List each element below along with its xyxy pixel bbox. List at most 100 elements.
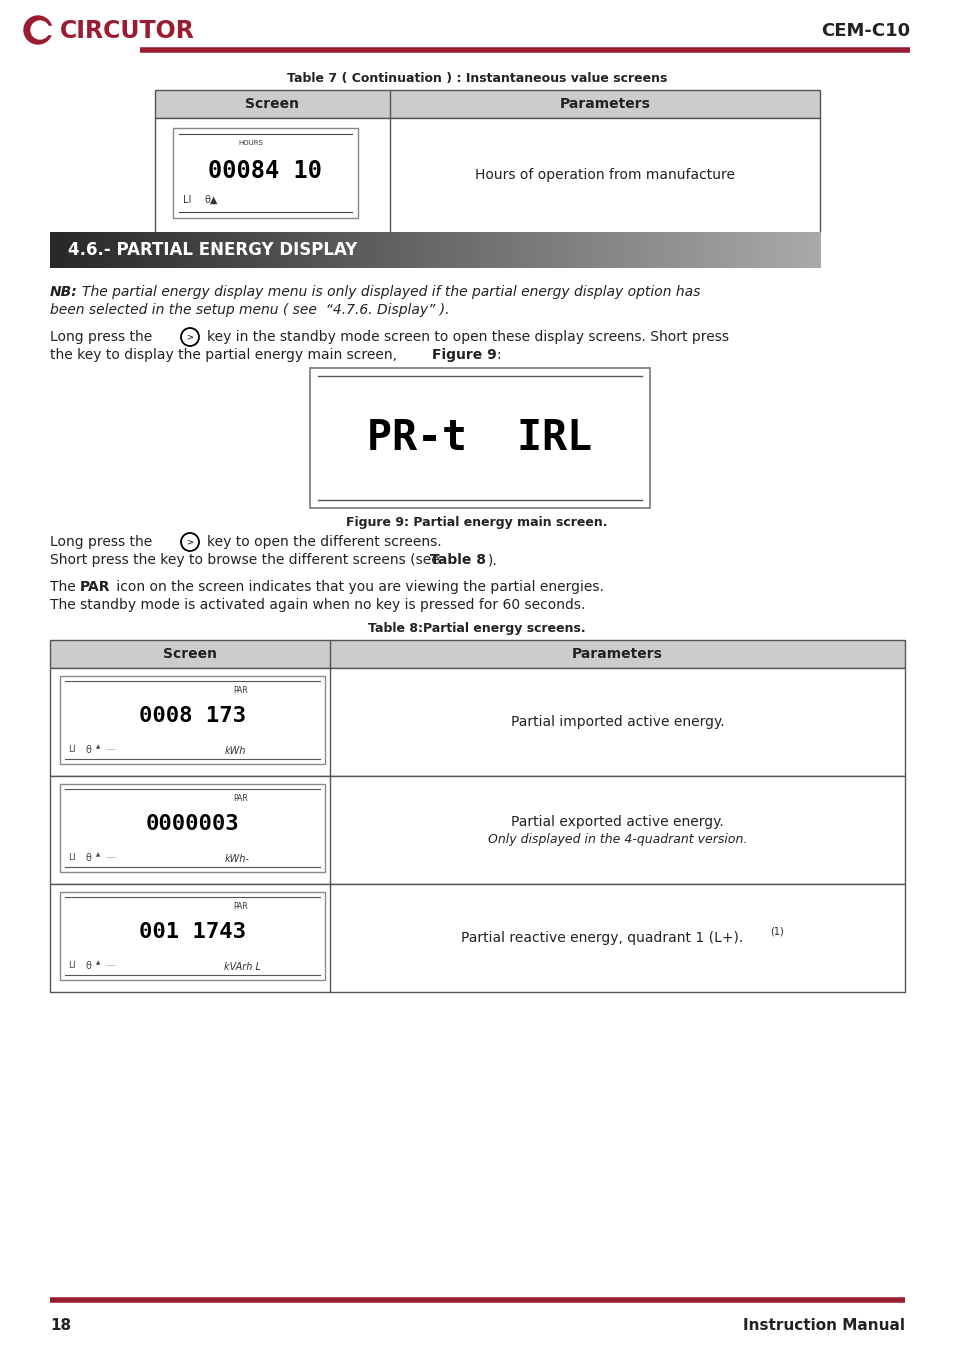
Bar: [463, 232, 466, 269]
Bar: [109, 232, 112, 269]
Bar: [198, 232, 202, 269]
Bar: [154, 117, 820, 234]
Bar: [753, 232, 756, 269]
Text: >: >: [186, 332, 193, 342]
Bar: [653, 232, 656, 269]
Bar: [498, 232, 502, 269]
Bar: [310, 369, 649, 508]
Bar: [586, 232, 589, 269]
Bar: [576, 232, 579, 269]
Bar: [801, 232, 804, 269]
Bar: [568, 232, 572, 269]
Bar: [465, 232, 469, 269]
Bar: [127, 232, 131, 269]
Bar: [737, 232, 740, 269]
Bar: [353, 232, 356, 269]
Bar: [778, 232, 781, 269]
Bar: [442, 232, 446, 269]
Bar: [401, 232, 405, 269]
Bar: [720, 232, 722, 269]
Bar: [583, 232, 587, 269]
Text: 18: 18: [50, 1318, 71, 1332]
Bar: [688, 232, 692, 269]
Bar: [699, 232, 702, 269]
Bar: [714, 232, 718, 269]
Bar: [791, 232, 795, 269]
Bar: [304, 232, 308, 269]
Text: Screen: Screen: [163, 647, 216, 662]
Bar: [50, 884, 904, 992]
Text: LI: LI: [183, 194, 192, 205]
Bar: [480, 232, 484, 269]
Bar: [322, 232, 325, 269]
Bar: [542, 232, 546, 269]
Bar: [430, 232, 433, 269]
Bar: [658, 232, 661, 269]
Bar: [729, 232, 733, 269]
Bar: [60, 232, 64, 269]
Text: Table 8: Table 8: [430, 554, 485, 567]
Bar: [178, 232, 182, 269]
Bar: [435, 232, 438, 269]
Bar: [598, 232, 602, 269]
Bar: [796, 232, 800, 269]
Bar: [330, 232, 333, 269]
Bar: [703, 232, 707, 269]
Bar: [332, 232, 335, 269]
Bar: [201, 232, 205, 269]
Bar: [619, 232, 622, 269]
Bar: [532, 232, 536, 269]
Circle shape: [30, 22, 49, 39]
Bar: [380, 232, 384, 269]
Bar: [717, 232, 720, 269]
Text: Hours of operation from manufacture: Hours of operation from manufacture: [475, 169, 734, 182]
Bar: [168, 232, 172, 269]
Bar: [742, 232, 746, 269]
Bar: [580, 232, 584, 269]
Bar: [555, 232, 558, 269]
Bar: [404, 232, 407, 269]
Bar: [817, 232, 821, 269]
Bar: [679, 232, 681, 269]
Text: 0008 173: 0008 173: [139, 706, 246, 726]
Bar: [422, 232, 425, 269]
Bar: [360, 232, 364, 269]
Bar: [140, 232, 143, 269]
Text: 4.6.- PARTIAL ENERGY DISPLAY: 4.6.- PARTIAL ENERGY DISPLAY: [68, 242, 357, 259]
Bar: [773, 232, 777, 269]
Bar: [373, 232, 376, 269]
Bar: [617, 232, 620, 269]
Bar: [530, 232, 533, 269]
Bar: [71, 232, 74, 269]
Bar: [509, 232, 513, 269]
Bar: [788, 232, 792, 269]
Bar: [42, 26, 54, 34]
Bar: [794, 232, 797, 269]
Bar: [609, 232, 613, 269]
Bar: [770, 232, 774, 269]
Text: >: >: [186, 537, 193, 547]
Bar: [745, 232, 748, 269]
Bar: [596, 232, 599, 269]
Text: Only displayed in the 4-quadrant version.: Only displayed in the 4-quadrant version…: [487, 833, 746, 846]
Text: The partial energy display menu is only displayed if the partial energy display : The partial energy display menu is only …: [82, 285, 700, 298]
Bar: [721, 232, 725, 269]
Bar: [578, 232, 581, 269]
Bar: [683, 232, 687, 269]
Bar: [116, 232, 120, 269]
Bar: [248, 232, 251, 269]
Bar: [152, 232, 156, 269]
Bar: [50, 776, 904, 884]
Bar: [437, 232, 440, 269]
Bar: [189, 232, 192, 269]
Bar: [216, 232, 220, 269]
Bar: [506, 232, 510, 269]
Bar: [60, 784, 325, 872]
Bar: [553, 232, 556, 269]
Bar: [412, 232, 415, 269]
Bar: [327, 232, 331, 269]
Bar: [642, 232, 646, 269]
Bar: [806, 232, 810, 269]
Text: PAR: PAR: [80, 580, 111, 594]
Bar: [673, 232, 677, 269]
